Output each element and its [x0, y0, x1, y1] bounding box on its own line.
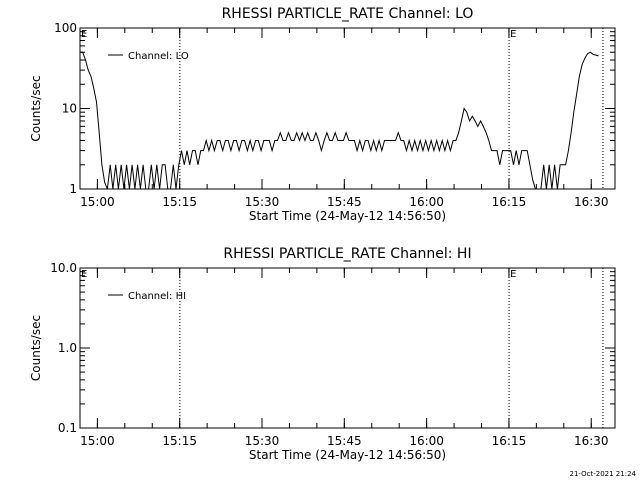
panel-hi: RHESSI PARTICLE_RATE Channel: HI 0.1 1.0 10… — [29, 246, 616, 462]
panel-lo: RHESSI PARTICLE_RATE Channel: LO 1 10 100 15… — [29, 6, 616, 223]
x-tick-label: 16:30 — [574, 195, 609, 209]
x-tick-label: 15:15 — [162, 195, 197, 209]
chart-title: RHESSI PARTICLE_RATE Channel: LO — [222, 6, 474, 22]
plot-timestamp: 21-Oct-2021 21:24 — [570, 470, 637, 478]
x-tick-label: 16:00 — [409, 195, 444, 209]
series-line-0 — [80, 51, 599, 189]
x-axis-label: Start Time (24-May-12 14:56:50) — [249, 448, 446, 462]
y-axis-label: Counts/sec — [29, 75, 43, 141]
x-tick-label: 15:15 — [162, 434, 197, 448]
x-axis-label: Start Time (24-May-12 14:56:50) — [249, 209, 446, 223]
y-tick-label: 10 — [62, 102, 77, 116]
x-tick-label: 16:30 — [574, 434, 609, 448]
x-tick-label: 15:30 — [245, 195, 280, 209]
x-tick-label: 16:15 — [492, 195, 527, 209]
x-tick-label: 16:00 — [409, 434, 444, 448]
x-tick-label: 15:45 — [327, 195, 362, 209]
y-tick-label: 100 — [54, 21, 77, 35]
y-tick-label: 1.0 — [58, 341, 77, 355]
x-tick-label: 15:45 — [327, 434, 362, 448]
event-marker: E — [510, 269, 516, 280]
x-tick-label: 15:00 — [80, 195, 115, 209]
y-tick-label: 1 — [69, 182, 77, 196]
y-axis-label: Counts/sec — [29, 315, 43, 381]
event-marker: E — [510, 29, 516, 40]
corner-event-marker: E — [81, 269, 87, 280]
y-tick-label: 0.1 — [58, 421, 77, 435]
legend-entry: Channel: LO — [128, 51, 189, 62]
x-tick-label: 15:30 — [245, 434, 280, 448]
y-tick-label: 10.0 — [50, 261, 77, 275]
x-tick-label: 15:00 — [80, 434, 115, 448]
x-tick-label: 16:15 — [492, 434, 527, 448]
corner-event-marker: E — [81, 29, 87, 40]
legend-entry: Channel: HI — [128, 291, 186, 302]
chart-title: RHESSI PARTICLE_RATE Channel: HI — [223, 246, 471, 262]
